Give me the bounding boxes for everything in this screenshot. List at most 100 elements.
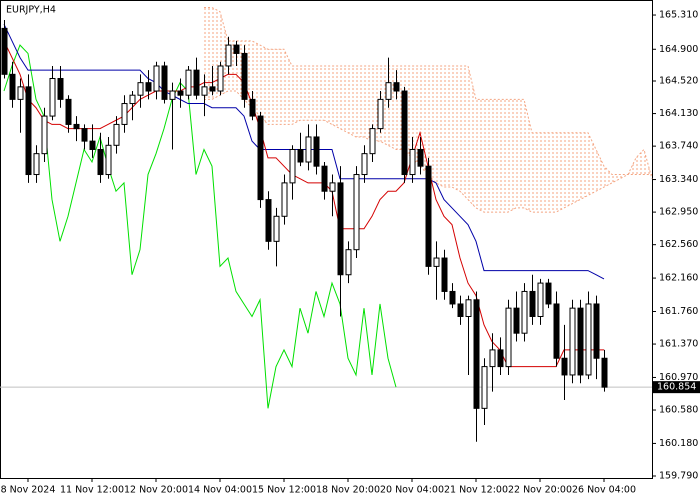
- price-label-box: [652, 381, 700, 394]
- candle-body: [593, 303, 600, 359]
- y-tick-label: 161.370: [659, 339, 698, 350]
- candle-body: [601, 357, 608, 388]
- candle-body: [569, 307, 576, 376]
- candle-body: [153, 65, 160, 92]
- candle-body: [449, 290, 456, 305]
- candle-body: [129, 94, 136, 105]
- candle-body: [185, 69, 192, 96]
- candle-body: [257, 115, 264, 201]
- candle-body: [361, 153, 368, 176]
- x-tick-label: 12 Nov 20:00: [124, 485, 188, 496]
- candle-body: [513, 307, 520, 334]
- candle-body: [169, 90, 176, 100]
- candle-body: [441, 257, 448, 292]
- y-tick-label: 162.160: [659, 273, 698, 284]
- candle-body: [241, 52, 248, 100]
- candle-body: [465, 299, 472, 317]
- candle-body: [537, 282, 544, 317]
- candle-body: [289, 148, 296, 184]
- candle-body: [305, 136, 312, 163]
- y-tick-label: 160.580: [659, 405, 698, 416]
- candle-body: [1, 27, 8, 75]
- indicator-line: [3, 44, 397, 409]
- candle-body: [553, 303, 560, 359]
- y-tick-label: 162.560: [659, 239, 698, 250]
- x-tick-label: 15 Nov 12:00: [252, 485, 316, 496]
- x-tick-label: 18 Nov 20:00: [316, 485, 380, 496]
- y-tick-label: 160.970: [659, 372, 698, 383]
- candle-body: [89, 140, 96, 150]
- x-tick-label: 8 Nov 2024: [1, 485, 56, 496]
- candle-body: [561, 357, 568, 376]
- x-tick-label: 26 Nov 04:00: [572, 485, 636, 496]
- x-tick-label: 14 Nov 04:00: [188, 485, 252, 496]
- candle-body: [73, 123, 80, 130]
- candle-body: [113, 123, 120, 146]
- y-tick-label: 159.790: [659, 470, 698, 481]
- candle-body: [313, 136, 320, 167]
- y-tick-label: 165.310: [659, 10, 698, 21]
- candle-body: [577, 307, 584, 376]
- candle-body: [233, 44, 240, 54]
- candle-body: [425, 165, 432, 267]
- candle-body: [217, 65, 224, 92]
- y-tick-label: 164.900: [659, 44, 698, 55]
- candle-body: [529, 290, 536, 317]
- y-tick-label: 161.760: [659, 306, 698, 317]
- candle-body: [377, 98, 384, 130]
- candle-body: [369, 128, 376, 155]
- candle-body: [505, 307, 512, 368]
- candle-body: [321, 165, 328, 192]
- x-tick-label: 20 Nov 04:00: [380, 485, 444, 496]
- candle-body: [457, 303, 464, 317]
- candle-body: [81, 128, 88, 142]
- candle-body: [65, 98, 72, 125]
- y-tick-label: 162.950: [659, 207, 698, 218]
- candle-body: [273, 215, 280, 242]
- candle-body: [177, 90, 184, 96]
- candle-body: [409, 148, 416, 176]
- indicator-line: [204, 7, 652, 176]
- price-label: 160.854: [657, 382, 696, 393]
- indicator-line: [3, 40, 604, 368]
- candle-body: [249, 98, 256, 117]
- candle-body: [401, 90, 408, 176]
- candle-body: [17, 86, 24, 100]
- candle-body: [433, 257, 440, 267]
- candle-body: [393, 82, 400, 92]
- indicator-line: [3, 24, 605, 280]
- candle-body: [105, 144, 112, 176]
- candle-body: [161, 65, 168, 100]
- cloud-fill: [204, 7, 652, 213]
- candle-body: [545, 282, 552, 305]
- candle-body: [417, 148, 424, 167]
- candle-body: [345, 249, 352, 276]
- y-tick-label: 164.520: [659, 76, 698, 87]
- candle-body: [585, 303, 592, 376]
- x-tick-label: 22 Nov 20:00: [508, 485, 572, 496]
- candle-body: [385, 82, 392, 100]
- candle-body: [201, 86, 208, 96]
- candle-body: [481, 366, 488, 409]
- candle-body: [497, 349, 504, 368]
- y-tick-label: 163.740: [659, 141, 698, 152]
- candle-body: [25, 86, 32, 176]
- candle-body: [265, 199, 272, 242]
- candle-body: [97, 148, 104, 176]
- candle-body: [521, 290, 528, 334]
- chart-title: EURJPY,H4: [6, 5, 56, 16]
- candle-body: [145, 82, 152, 92]
- candle-body: [193, 69, 200, 96]
- candle-body: [49, 77, 56, 117]
- candle-body: [121, 103, 128, 125]
- candle-body: [33, 153, 40, 176]
- candle-body: [57, 77, 64, 100]
- x-tick-label: 21 Nov 12:00: [444, 485, 508, 496]
- candle-body: [281, 182, 288, 217]
- candle-body: [41, 115, 48, 155]
- candle-body: [225, 44, 232, 67]
- candle-body: [337, 182, 344, 276]
- candle-body: [9, 73, 16, 100]
- candle-body: [209, 86, 216, 92]
